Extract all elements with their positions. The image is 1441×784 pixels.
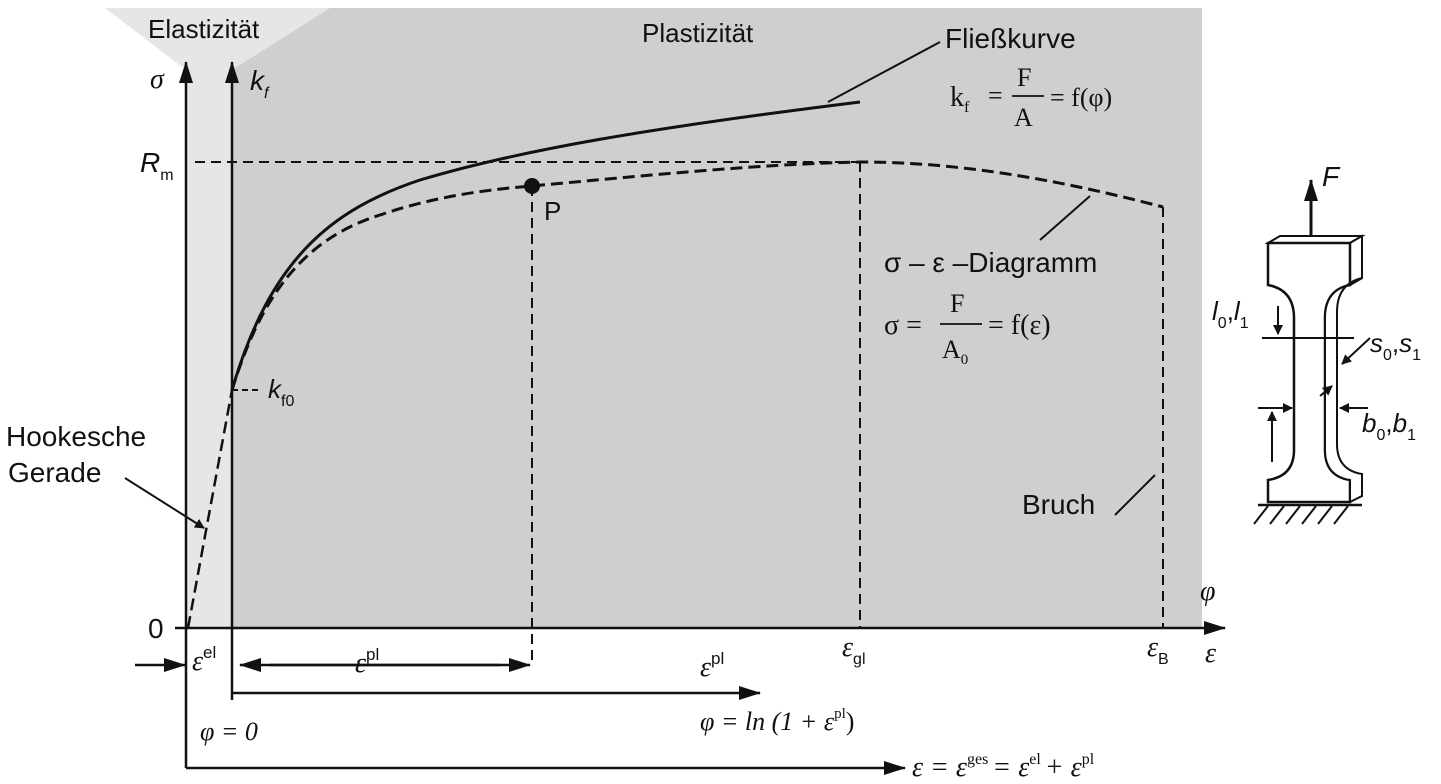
svg-text:F: F [1017, 63, 1031, 92]
eps-pl-label: εpl [355, 645, 379, 679]
eps-b-label: εB [1147, 632, 1169, 668]
phi-axis-label: φ [1200, 576, 1216, 607]
svg-text:A: A [1014, 103, 1033, 132]
force-label: F [1322, 161, 1341, 192]
elastic-label: Elastizität [148, 14, 260, 44]
eps-axis-label: ε [1205, 638, 1216, 669]
origin-label: 0 [148, 613, 164, 644]
phi-zero-label: φ = 0 [200, 717, 258, 746]
svg-text:A0: A0 [942, 335, 968, 368]
eps-total-formula: ε = εges = εel + εpl [912, 751, 1095, 783]
flow-curve-label: Fließkurve [945, 23, 1076, 54]
svg-text:kf: kf [950, 82, 970, 116]
plastic-region [232, 8, 1202, 628]
rm-label: Rm [140, 147, 174, 184]
eps-el-label: εel [192, 643, 216, 677]
tensile-specimen: F l0,l1 s0,s1 b0,b1 [1212, 161, 1421, 525]
sigma-eps-formula: σ = F A0 = f(ε) [884, 289, 1051, 368]
point-p [524, 178, 540, 194]
sigma-eps-label: σ – ε –Diagramm [884, 247, 1097, 278]
svg-text:= f(ε): = f(ε) [988, 310, 1051, 341]
hooke-label-1: Hookesche [6, 421, 146, 452]
hooke-leader [124, 477, 205, 529]
eps-gl-label: εgl [842, 632, 866, 668]
bruch-leader [1114, 474, 1156, 516]
elastic-region [105, 8, 330, 628]
eps-pl-label-2: εpl [700, 649, 724, 683]
plastic-label: Plastizität [642, 18, 754, 48]
sigma-eps-curve [230, 160, 1164, 391]
fracture-label: Bruch [1022, 489, 1095, 520]
thickness-label: s0,s1 [1370, 328, 1421, 364]
p-label: P [544, 196, 561, 226]
sigma-axis-label: σ [150, 64, 165, 95]
hooke-label-2: Gerade [8, 457, 101, 488]
length-label: l0,l1 [1212, 296, 1249, 332]
hooke-line [186, 389, 234, 629]
se-leader [1039, 195, 1091, 241]
svg-text:F: F [950, 289, 964, 318]
flow-leader [827, 41, 941, 103]
svg-text:=: = [988, 81, 1003, 110]
kf0-label: kf0 [268, 374, 294, 410]
svg-text:σ =: σ = [884, 310, 922, 341]
flow-curve [230, 100, 861, 391]
flow-formula: kf = F A = f(φ) [950, 63, 1112, 132]
width-label: b0,b1 [1362, 408, 1416, 444]
phi-formula: φ = ln (1 + εpl) [700, 706, 854, 736]
kf-axis-label: kf [250, 65, 270, 102]
svg-text:= f(φ): = f(φ) [1050, 83, 1112, 112]
